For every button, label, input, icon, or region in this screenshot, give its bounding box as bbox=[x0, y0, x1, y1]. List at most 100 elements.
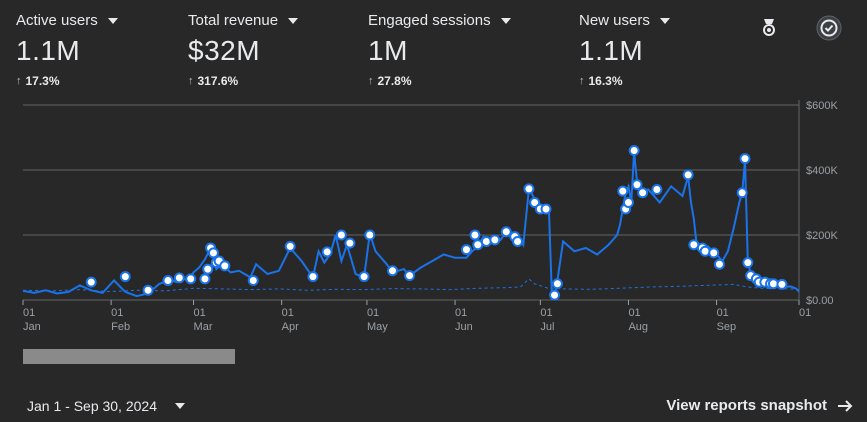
data-point-marker[interactable] bbox=[247, 275, 259, 286]
data-point-marker[interactable] bbox=[202, 263, 214, 275]
data-point-marker[interactable] bbox=[549, 289, 561, 301]
data-point-marker[interactable] bbox=[307, 271, 319, 283]
data-point-marker[interactable] bbox=[364, 229, 376, 241]
x-tick-day: 01 bbox=[717, 307, 729, 319]
x-tick-month: Jul bbox=[540, 321, 554, 333]
metric-title-dropdown[interactable]: Engaged sessions bbox=[368, 12, 511, 29]
data-point-marker[interactable] bbox=[119, 271, 131, 283]
data-point-marker[interactable] bbox=[173, 272, 185, 284]
data-point-marker[interactable] bbox=[219, 260, 231, 272]
data-point-marker[interactable] bbox=[321, 246, 333, 258]
data-point-marker[interactable] bbox=[500, 226, 512, 238]
data-point-marker[interactable] bbox=[460, 244, 472, 256]
data-point-marker[interactable] bbox=[489, 234, 501, 246]
comparison-series-line bbox=[22, 278, 800, 293]
check-circle-icon[interactable] bbox=[815, 14, 843, 42]
caret-down-icon bbox=[500, 17, 511, 24]
data-point-marker[interactable] bbox=[358, 271, 370, 283]
data-point-marker[interactable] bbox=[617, 185, 629, 197]
x-tick-day: 01 bbox=[282, 307, 294, 319]
chart-scrollbar[interactable] bbox=[23, 349, 235, 364]
x-tick-month: Aug bbox=[628, 321, 648, 333]
data-point-marker[interactable] bbox=[162, 275, 174, 286]
data-point-marker[interactable] bbox=[682, 169, 694, 181]
data-point-marker[interactable] bbox=[637, 187, 649, 199]
data-point-marker[interactable] bbox=[404, 270, 416, 282]
check-circle-icon-graphic bbox=[816, 15, 842, 41]
arrow-up-icon: ↑ bbox=[188, 75, 194, 87]
metric-value: $32M bbox=[188, 35, 261, 66]
caret-down-icon bbox=[175, 403, 185, 409]
x-tick-day: 01 bbox=[540, 307, 552, 319]
x-tick-day: 01 bbox=[367, 307, 379, 319]
y-tick-label: $0.00 bbox=[806, 295, 834, 307]
metric-change: ↑ 317.6% bbox=[188, 74, 298, 88]
x-tick-day: 01 bbox=[111, 307, 123, 319]
data-point-marker[interactable] bbox=[207, 247, 219, 259]
x-tick-month: Jun bbox=[455, 321, 473, 333]
data-point-marker[interactable] bbox=[628, 145, 640, 156]
metric-change-value: 16.3% bbox=[588, 74, 623, 88]
y-tick-label: $400K bbox=[806, 165, 838, 177]
metric-title-label: Total revenue bbox=[188, 12, 279, 29]
data-point-marker[interactable] bbox=[736, 187, 748, 199]
metric-title-dropdown[interactable]: New users bbox=[579, 12, 670, 29]
metric-change-value: 27.8% bbox=[377, 74, 412, 88]
view-reports-snapshot-link[interactable]: View reports snapshot bbox=[666, 397, 853, 414]
data-point-marker[interactable] bbox=[142, 284, 154, 296]
insights-icon[interactable] bbox=[756, 14, 782, 40]
insights-icon-graphic bbox=[763, 19, 775, 36]
data-point-marker[interactable] bbox=[185, 273, 197, 285]
data-point-marker[interactable] bbox=[551, 278, 563, 290]
data-point-marker[interactable] bbox=[480, 236, 492, 247]
arrow-up-icon: ↑ bbox=[368, 75, 374, 87]
data-point-marker[interactable] bbox=[651, 184, 663, 195]
data-point-marker[interactable] bbox=[335, 229, 347, 241]
data-point-marker[interactable] bbox=[469, 229, 481, 241]
data-point-marker[interactable] bbox=[708, 247, 720, 259]
caret-down-icon bbox=[107, 17, 118, 24]
data-point-marker[interactable] bbox=[699, 245, 711, 257]
x-tick-day: 01 bbox=[628, 307, 640, 319]
x-tick-month: Apr bbox=[282, 321, 299, 333]
metric-engaged-sessions: Engaged sessions 1M ↑ 27.8% bbox=[368, 12, 511, 88]
data-point-marker[interactable] bbox=[739, 153, 751, 165]
data-point-marker[interactable] bbox=[713, 258, 725, 270]
metric-value: 1.1M bbox=[16, 35, 81, 66]
data-point-marker[interactable] bbox=[284, 240, 296, 252]
view-reports-label: View reports snapshot bbox=[666, 397, 827, 414]
data-point-marker[interactable] bbox=[540, 203, 552, 215]
metric-change: ↑ 17.3% bbox=[16, 74, 118, 88]
metric-change: ↑ 16.3% bbox=[579, 74, 670, 88]
metric-title-dropdown[interactable]: Active users bbox=[16, 12, 118, 29]
metric-title-dropdown[interactable]: Total revenue bbox=[188, 12, 299, 29]
data-point-marker[interactable] bbox=[199, 273, 211, 285]
metric-title-label: New users bbox=[579, 12, 650, 29]
x-tick-day: 01 bbox=[23, 307, 35, 319]
data-point-marker[interactable] bbox=[523, 183, 535, 195]
metric-title-label: Active users bbox=[16, 12, 98, 29]
x-tick-month: Mar bbox=[194, 321, 213, 333]
metric-value: 1M bbox=[368, 35, 408, 66]
arrow-up-icon: ↑ bbox=[579, 75, 585, 87]
metric-active-users: Active users 1.1M ↑ 17.3% bbox=[16, 12, 118, 88]
data-point-marker[interactable] bbox=[344, 237, 356, 249]
x-tick-month: May bbox=[367, 321, 388, 333]
x-tick-day: 01 bbox=[194, 307, 206, 319]
metric-change-value: 17.3% bbox=[25, 74, 60, 88]
data-point-marker[interactable] bbox=[622, 197, 634, 208]
data-point-marker[interactable] bbox=[387, 265, 399, 277]
x-tick-month: Feb bbox=[111, 321, 130, 333]
data-point-marker[interactable] bbox=[742, 257, 754, 269]
date-range-selector[interactable]: Jan 1 - Sep 30, 2024 bbox=[27, 398, 185, 414]
arrow-up-icon: ↑ bbox=[16, 75, 22, 87]
data-point-marker[interactable] bbox=[776, 278, 788, 290]
x-tick-month: Sep bbox=[717, 321, 737, 333]
data-point-marker[interactable] bbox=[85, 276, 97, 288]
y-tick-label: $600K bbox=[806, 100, 838, 112]
metric-change-value: 317.6% bbox=[197, 74, 239, 88]
x-tick-month: Jan bbox=[23, 321, 41, 333]
data-point-marker[interactable] bbox=[631, 179, 643, 191]
x-tick-day: 01 bbox=[799, 307, 811, 319]
data-point-marker[interactable] bbox=[512, 236, 524, 247]
